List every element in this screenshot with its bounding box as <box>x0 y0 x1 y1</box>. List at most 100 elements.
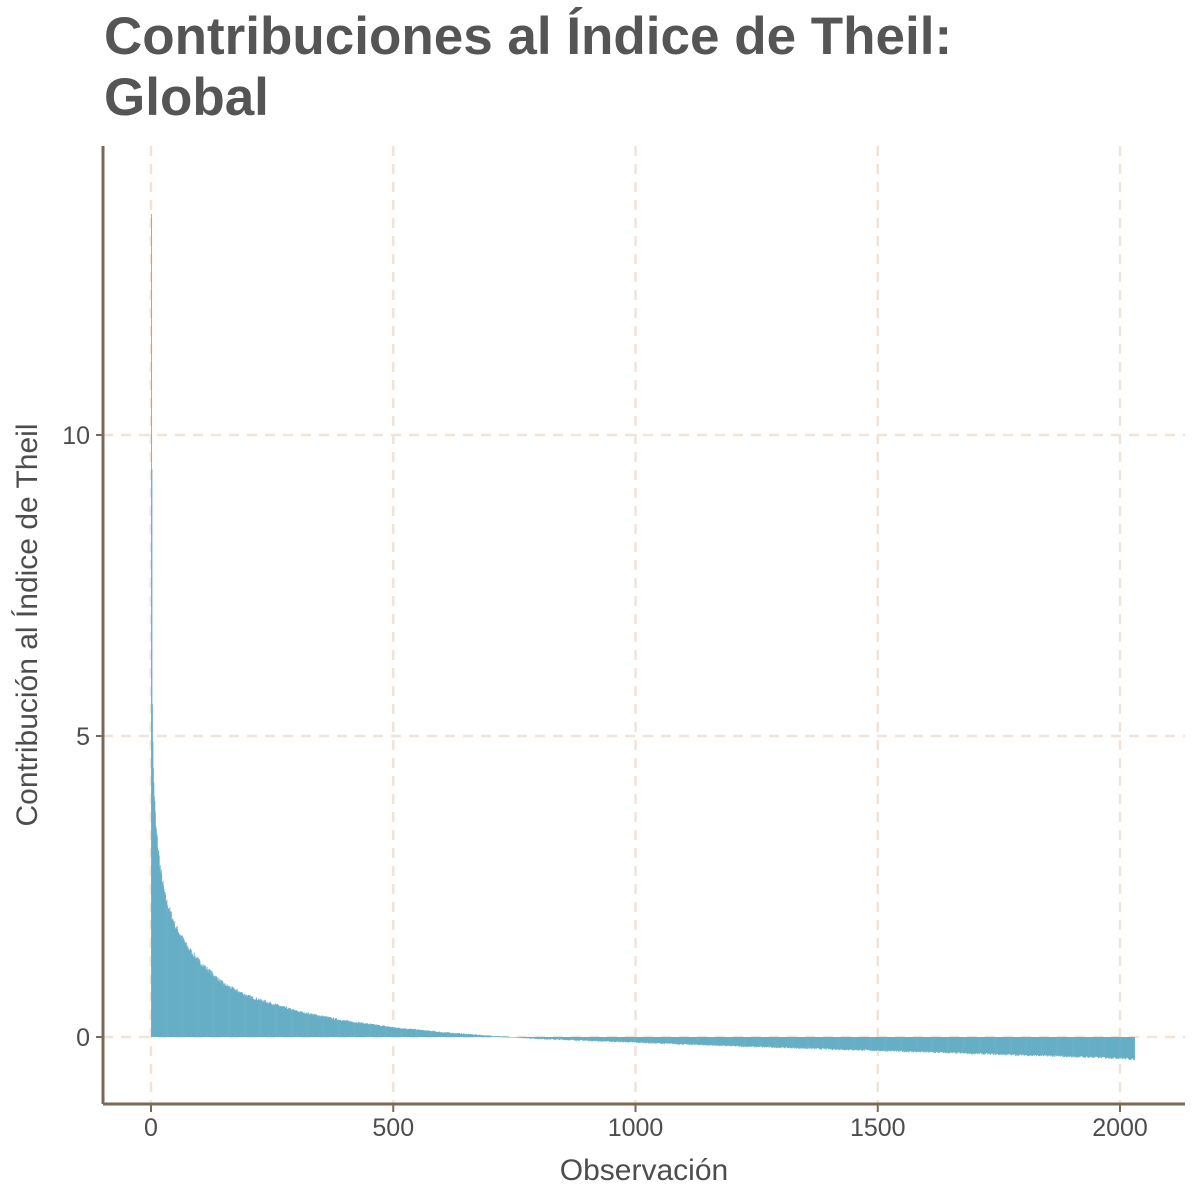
bar <box>859 1037 861 1050</box>
bar <box>334 1019 336 1037</box>
bar <box>837 1037 839 1050</box>
bar <box>618 1037 619 1043</box>
bar <box>634 1037 635 1043</box>
bar <box>486 1035 488 1037</box>
bar <box>1017 1037 1019 1055</box>
bar <box>623 1037 625 1042</box>
bar <box>540 1037 542 1040</box>
bar <box>509 1037 511 1038</box>
bar <box>690 1037 692 1045</box>
bar <box>328 1017 330 1037</box>
bar <box>1037 1037 1039 1056</box>
bar <box>184 940 185 1037</box>
bar <box>1050 1037 1052 1057</box>
bar <box>1014 1037 1016 1055</box>
bar <box>556 1037 557 1040</box>
bar <box>439 1031 441 1037</box>
bar <box>163 889 165 1037</box>
bar <box>600 1037 602 1041</box>
bar <box>189 950 191 1037</box>
bar <box>605 1037 607 1042</box>
bar <box>731 1037 733 1047</box>
bar <box>1090 1037 1091 1057</box>
bar <box>643 1037 645 1043</box>
bar <box>940 1037 942 1052</box>
bar <box>616 1037 618 1042</box>
bar <box>732 1037 734 1046</box>
bar <box>890 1037 892 1051</box>
bar <box>878 1037 880 1052</box>
bar <box>949 1037 950 1054</box>
bar <box>244 993 246 1037</box>
bar <box>196 957 197 1037</box>
bar <box>640 1037 642 1043</box>
bar <box>231 986 233 1037</box>
bar <box>464 1033 465 1037</box>
bar <box>217 980 219 1037</box>
bar <box>787 1037 789 1048</box>
bar <box>1002 1037 1004 1055</box>
bar <box>662 1037 664 1044</box>
bar <box>967 1037 969 1053</box>
bar <box>1094 1037 1096 1058</box>
bar <box>432 1031 434 1037</box>
bar <box>437 1032 439 1037</box>
bar <box>809 1037 811 1049</box>
bar <box>609 1037 611 1042</box>
bar <box>217 980 219 1037</box>
bar <box>548 1037 550 1039</box>
bar <box>968 1037 970 1054</box>
bar <box>444 1032 446 1037</box>
bar <box>1119 1037 1120 1059</box>
bar <box>1117 1037 1119 1059</box>
bar <box>193 957 195 1037</box>
bar <box>880 1037 882 1051</box>
bar <box>896 1037 898 1051</box>
bar <box>843 1037 845 1051</box>
bar <box>451 1033 453 1037</box>
bar <box>463 1033 465 1037</box>
bar <box>249 996 251 1037</box>
bar <box>399 1028 400 1037</box>
bar <box>566 1037 568 1041</box>
bar <box>205 969 207 1037</box>
bar <box>1044 1037 1046 1055</box>
bar <box>517 1037 519 1038</box>
bar <box>403 1028 404 1037</box>
bar <box>991 1037 993 1054</box>
bar <box>504 1036 506 1037</box>
bar <box>166 902 167 1037</box>
bar <box>1094 1037 1096 1058</box>
y-tick-label: 10 <box>62 422 90 450</box>
bar <box>274 1005 275 1037</box>
bar <box>227 985 228 1037</box>
bar <box>425 1030 427 1037</box>
bar <box>737 1037 739 1046</box>
bar <box>581 1037 583 1040</box>
bar <box>765 1037 767 1048</box>
bar <box>362 1023 364 1037</box>
bar <box>345 1020 347 1037</box>
bar <box>602 1037 603 1042</box>
bar <box>158 855 160 1037</box>
bar <box>752 1037 754 1047</box>
bar <box>705 1037 707 1046</box>
bar <box>1086 1037 1088 1057</box>
bar <box>633 1037 635 1043</box>
bar <box>601 1037 603 1041</box>
bar <box>954 1037 956 1053</box>
bar <box>840 1037 842 1050</box>
bar-series <box>151 214 1135 1061</box>
bar <box>530 1037 532 1039</box>
bar <box>413 1028 415 1037</box>
bar <box>936 1037 938 1052</box>
bar <box>940 1037 942 1053</box>
bar <box>204 965 206 1037</box>
bar <box>310 1013 312 1037</box>
bar <box>990 1037 992 1054</box>
bar <box>771 1037 773 1048</box>
bar <box>440 1032 442 1037</box>
bar <box>973 1037 975 1055</box>
bar <box>727 1037 729 1047</box>
bar <box>785 1037 787 1048</box>
